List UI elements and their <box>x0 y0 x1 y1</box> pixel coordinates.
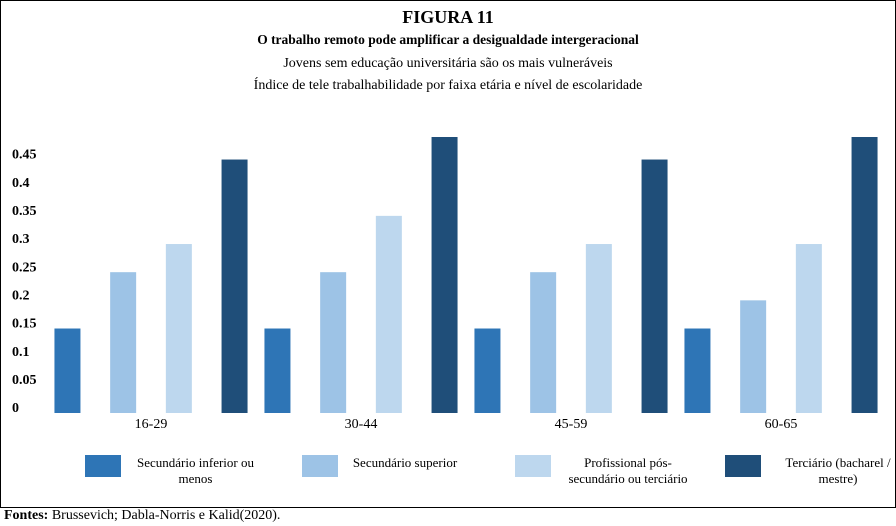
bar <box>54 328 81 413</box>
legend-swatch <box>85 455 121 477</box>
y-tick-label: 0.1 <box>12 345 30 360</box>
bar <box>264 328 291 413</box>
bar <box>641 159 668 413</box>
legend-label: Terciário (bacharel / mestre) <box>785 455 891 486</box>
bar <box>320 272 347 413</box>
x-tick-label: 60-65 <box>765 417 798 432</box>
legend-label: Profissional pós-secundário ou terciário <box>568 455 688 486</box>
source-label: Fontes: <box>4 508 49 523</box>
bar <box>221 159 248 413</box>
y-tick-label: 0.3 <box>12 232 30 247</box>
bar <box>684 328 711 413</box>
description: Índice de tele trabalhabilidade por faix… <box>254 76 643 93</box>
bar <box>740 300 767 413</box>
legend-swatch <box>302 455 338 477</box>
legend-label: Secundário inferior ou menos <box>137 455 254 486</box>
source: Fontes: Brussevich; Dabla-Norris e Kalid… <box>4 508 280 524</box>
bar <box>375 215 402 413</box>
chart-title: FIGURA 11 <box>402 7 494 27</box>
bar <box>585 244 612 413</box>
y-tick-label: 0.4 <box>12 176 30 191</box>
legend-item: Secundário inferior ou menos <box>85 455 258 487</box>
legend-swatch <box>515 455 551 477</box>
bar <box>110 272 137 413</box>
description: Jovens sem educação universitária são os… <box>283 56 612 71</box>
legend-item: Secundário superior <box>302 455 460 477</box>
x-tick-label: 45-59 <box>555 417 588 432</box>
y-tick-label: 0 <box>12 401 19 416</box>
x-tick-label: 30-44 <box>345 417 378 432</box>
bar <box>474 328 501 413</box>
y-tick-label: 0.35 <box>12 204 37 219</box>
y-tick-label: 0.25 <box>12 260 37 275</box>
bar <box>530 272 557 413</box>
legend-item: Terciário (bacharel / mestre) <box>725 455 896 487</box>
chart-subtitle: O trabalho remoto pode amplificar a desi… <box>257 32 639 47</box>
y-tick-label: 0.45 <box>12 148 37 163</box>
legend-swatch <box>725 455 761 477</box>
source-text: Brussevich; Dabla-Norris e Kalid(2020). <box>51 508 281 523</box>
y-tick-label: 0.05 <box>12 373 37 388</box>
y-tick-label: 0.2 <box>12 289 30 304</box>
y-tick-label: 0.15 <box>12 317 37 332</box>
bar <box>165 244 192 413</box>
bar <box>431 137 458 413</box>
legend-label: Secundário superior <box>352 455 458 470</box>
bar <box>795 244 822 413</box>
x-tick-label: 16-29 <box>135 417 168 432</box>
legend-item: Profissional pós-secundário ou terciário <box>515 455 693 487</box>
bar <box>851 137 878 413</box>
